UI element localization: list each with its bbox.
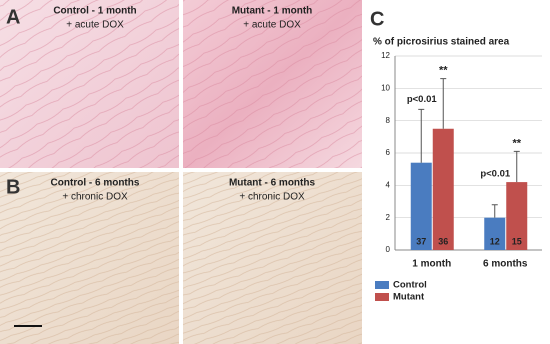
- y-tick-label: 2: [386, 213, 391, 222]
- y-tick-label: 6: [386, 148, 391, 157]
- legend-swatch: [375, 293, 389, 301]
- image-title: Mutant - 1 month: [232, 6, 313, 17]
- y-tick-label: 0: [386, 245, 391, 254]
- legend-label: Control: [393, 280, 427, 291]
- image-texture: [183, 0, 362, 168]
- error-bar: [513, 150, 520, 183]
- panel-label: B: [6, 176, 20, 198]
- image-subtitle: + acute DOX: [66, 20, 124, 31]
- image-subtitle: + chronic DOX: [62, 192, 128, 203]
- x-tick-label: 1 month: [412, 259, 451, 270]
- p-value: p<0.01: [407, 94, 438, 105]
- bar: [506, 182, 528, 250]
- panel-label: C: [370, 8, 384, 30]
- image-texture: [0, 172, 179, 344]
- legend-swatch: [375, 281, 389, 289]
- error-bar: [418, 108, 425, 163]
- image-title: Control - 6 months: [51, 178, 140, 189]
- n-label: 36: [438, 236, 448, 246]
- image-texture: [0, 0, 179, 168]
- significance-stars: **: [439, 65, 448, 77]
- error-bar: [491, 204, 498, 218]
- micrographs: [0, 0, 362, 344]
- chart-title: % of picrosirius stained area: [373, 37, 510, 48]
- panel-label: A: [6, 6, 20, 28]
- x-tick-label: 6 months: [483, 259, 528, 270]
- image-texture: [183, 172, 362, 344]
- p-value: p<0.01: [480, 169, 511, 180]
- bar: [484, 217, 506, 250]
- image-title: Control - 1 month: [53, 6, 136, 17]
- image-subtitle: + chronic DOX: [239, 192, 305, 203]
- n-label: 15: [512, 236, 522, 246]
- y-tick-label: 12: [381, 51, 390, 60]
- bar: [410, 162, 432, 250]
- image-subtitle: + acute DOX: [243, 20, 301, 31]
- legend-label: Mutant: [393, 292, 425, 303]
- error-bar: [440, 78, 447, 129]
- significance-stars: **: [512, 137, 521, 149]
- image-title: Mutant - 6 months: [229, 178, 316, 189]
- y-tick-label: 8: [386, 116, 391, 125]
- n-label: 37: [416, 236, 426, 246]
- bar: [432, 128, 454, 250]
- y-tick-label: 10: [381, 83, 390, 92]
- y-tick-label: 4: [386, 180, 391, 189]
- n-label: 12: [490, 236, 500, 246]
